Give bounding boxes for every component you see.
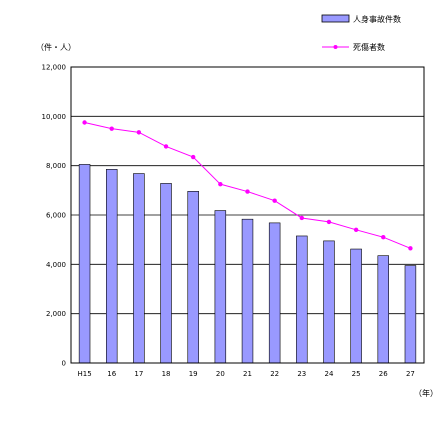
bar [133, 173, 145, 364]
line-point [408, 246, 413, 251]
y-tick-label: 8,000 [46, 162, 66, 170]
y-tick-label: 0 [62, 360, 66, 368]
line-point [326, 219, 332, 225]
bar [377, 255, 390, 364]
line-point [218, 181, 223, 187]
legend: 人身事故件数 死傷者数 [321, 14, 401, 52]
bar [78, 164, 91, 364]
y-tick-label: 2,000 [46, 310, 66, 318]
x-tick-label: 18 [162, 370, 171, 378]
bar [323, 240, 335, 364]
line-point [163, 144, 169, 149]
y-tick-label: 10,000 [42, 113, 67, 121]
x-tick-label: H15 [77, 370, 91, 378]
bar [241, 218, 254, 364]
y-tick-label: 4,000 [46, 261, 66, 269]
line-point [82, 120, 87, 125]
line-point [245, 189, 250, 194]
legend-bar-swatch [321, 14, 350, 23]
bar [350, 248, 362, 364]
y-axis-ticks: 0 2,000 4,000 6,000 8,000 10,000 12,000 [42, 64, 67, 368]
x-tick-label: 27 [406, 370, 415, 378]
bar [187, 191, 199, 364]
line-series [82, 120, 413, 251]
bar [268, 222, 281, 364]
line-point [272, 198, 277, 203]
y-tick-label: 6,000 [46, 212, 66, 220]
legend-line-label: 死傷者数 [353, 42, 385, 52]
x-tick-label: 21 [243, 370, 252, 378]
bar [214, 210, 227, 364]
bar [404, 265, 417, 364]
x-tick-label: 23 [297, 370, 306, 378]
line-point [190, 154, 196, 160]
legend-line-marker [333, 45, 338, 49]
y-unit-label: （件・人） [36, 42, 76, 52]
x-unit-label: （年） [414, 388, 438, 398]
x-tick-label: 26 [379, 370, 388, 378]
x-tick-label: 20 [216, 370, 225, 378]
line-point [109, 126, 114, 131]
x-tick-label: 19 [189, 370, 198, 378]
bar [106, 169, 118, 364]
line-point [353, 227, 359, 232]
legend-bar-label: 人身事故件数 [353, 14, 401, 24]
x-tick-label: 25 [352, 370, 361, 378]
x-tick-label: 22 [270, 370, 279, 378]
x-axis-ticks: H15 16 17 18 19 20 21 22 23 24 25 26 27 [77, 370, 414, 378]
x-tick-label: 17 [134, 370, 143, 378]
plot-area [70, 66, 425, 364]
y-tick-label: 12,000 [42, 64, 67, 72]
bar [296, 235, 308, 364]
x-tick-label: 16 [107, 370, 116, 378]
x-tick-label: 24 [325, 370, 334, 378]
bar [160, 183, 172, 364]
bars [78, 164, 417, 364]
line-point [136, 130, 142, 135]
line-point [299, 215, 305, 221]
line-point [381, 235, 386, 240]
